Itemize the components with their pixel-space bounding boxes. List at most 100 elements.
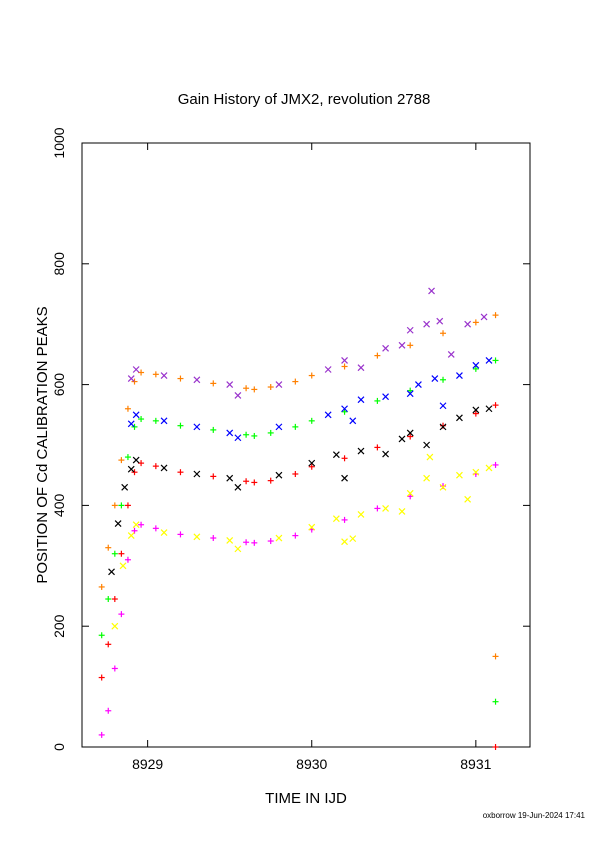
data-point: [341, 408, 348, 415]
data-point: [456, 414, 463, 422]
data-point: [111, 502, 118, 509]
x-tick-label: 8929: [132, 756, 163, 772]
x-tick-label: 8931: [460, 756, 491, 772]
data-point: [132, 456, 140, 464]
data-point: [374, 352, 381, 359]
data-point: [374, 397, 381, 404]
data-point: [382, 504, 390, 512]
data-point: [456, 372, 463, 379]
data-point: [447, 350, 455, 358]
data-point: [131, 423, 138, 430]
data-point: [119, 562, 127, 570]
data-point: [357, 447, 365, 455]
data-point: [243, 478, 250, 485]
data-point: [341, 363, 348, 370]
data-point: [472, 410, 479, 417]
data-point: [485, 464, 493, 472]
data-point: [464, 495, 472, 503]
data-point: [382, 450, 390, 458]
data-point: [105, 596, 112, 603]
data-point: [152, 463, 159, 470]
data-point: [111, 550, 118, 557]
data-point: [98, 674, 105, 681]
data-point: [131, 378, 138, 385]
data-point: [382, 393, 390, 401]
data-point: [193, 423, 201, 431]
data-point: [308, 523, 316, 531]
data-point: [275, 534, 283, 542]
data-point: [131, 469, 138, 476]
data-point: [138, 416, 145, 423]
data-point: [251, 479, 258, 486]
data-point: [292, 532, 299, 539]
data-point: [407, 387, 414, 394]
data-point: [118, 502, 125, 509]
data-point: [439, 402, 447, 410]
data-point: [492, 357, 499, 364]
data-point: [118, 457, 125, 464]
data-point: [105, 544, 112, 551]
data-point: [456, 471, 463, 479]
data-point: [226, 537, 234, 544]
data-point: [234, 434, 242, 442]
data-point: [98, 583, 105, 590]
data-point: [398, 341, 406, 349]
data-point: [308, 463, 315, 470]
data-point: [324, 411, 332, 419]
data-point: [414, 381, 422, 389]
data-point: [108, 568, 115, 576]
data-point: [485, 357, 493, 364]
data-point: [177, 375, 184, 382]
data-point: [243, 431, 250, 438]
data-point: [472, 406, 480, 414]
data-point: [138, 521, 145, 528]
data-point: [127, 532, 135, 540]
data-point: [406, 390, 414, 398]
x-tick-label: 8930: [296, 756, 327, 772]
data-point: [341, 455, 348, 462]
x-axis-label: TIME IN IJD: [265, 790, 347, 807]
data-point: [407, 493, 414, 500]
data-point: [382, 344, 390, 352]
data-point: [234, 392, 242, 399]
y-tick-label: 1000: [51, 127, 67, 158]
y-tick-label: 200: [51, 614, 67, 638]
data-point: [349, 417, 357, 425]
data-point: [308, 372, 315, 379]
data-point: [177, 422, 184, 429]
data-point: [492, 402, 499, 409]
data-point: [406, 429, 414, 437]
data-point: [267, 384, 274, 391]
y-tick-label: 600: [51, 373, 67, 397]
data-point: [127, 465, 135, 473]
data-point: [492, 653, 499, 660]
data-point: [160, 529, 168, 537]
data-point: [124, 556, 131, 563]
data-point: [131, 527, 138, 534]
data-point: [374, 444, 381, 451]
data-point: [210, 426, 217, 433]
data-point: [341, 538, 348, 546]
data-point: [177, 469, 184, 476]
data-point: [492, 698, 499, 705]
data-point: [210, 535, 217, 542]
y-tick-label: 400: [51, 494, 67, 518]
data-point: [118, 611, 125, 618]
y-tick-label: 0: [51, 743, 67, 751]
data-point: [492, 461, 499, 468]
data-point: [398, 508, 406, 515]
data-point: [132, 366, 140, 373]
data-point: [121, 483, 129, 491]
plot-frame: [81, 142, 531, 748]
data-point: [428, 287, 435, 295]
data-point: [440, 483, 447, 490]
data-point: [193, 533, 201, 541]
data-point: [440, 330, 447, 337]
data-point: [111, 665, 118, 672]
y-axis-label: POSITION OF Cd CALIBRATION PEAKS: [34, 306, 51, 583]
data-point: [251, 539, 258, 546]
data-point: [357, 511, 365, 518]
data-point: [251, 432, 258, 439]
data-point: [267, 477, 274, 484]
data-point: [423, 320, 431, 328]
